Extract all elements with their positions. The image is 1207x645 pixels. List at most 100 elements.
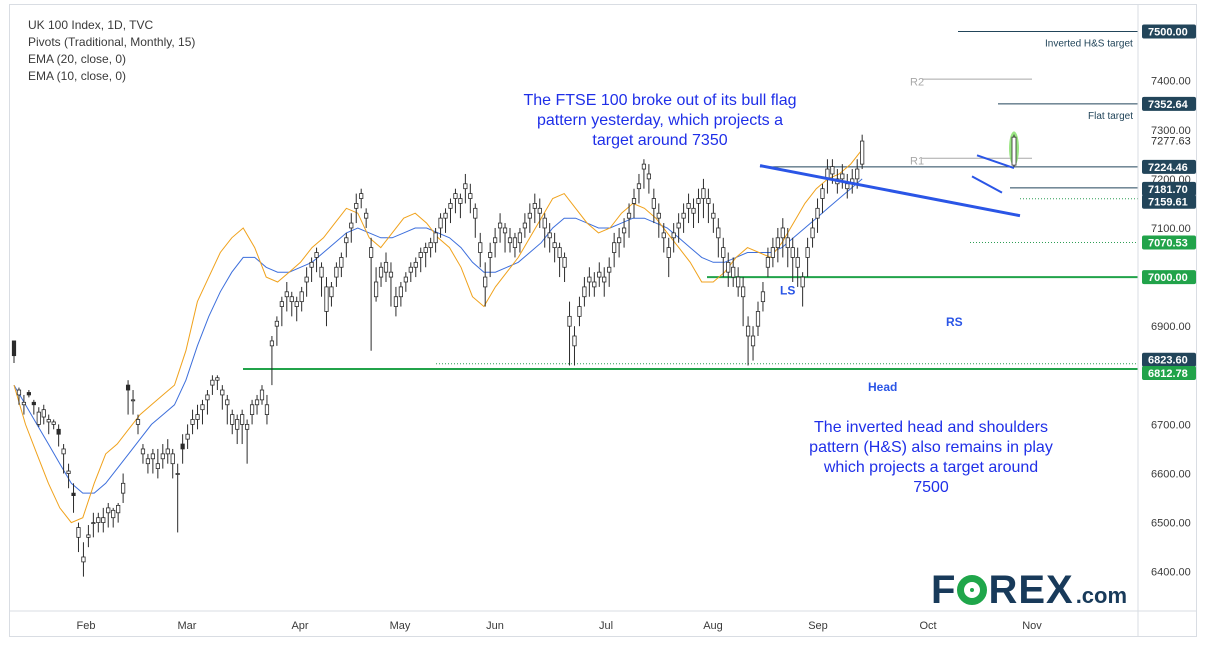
price-badge bbox=[1142, 270, 1196, 285]
candle-body bbox=[701, 188, 706, 199]
candle-body bbox=[106, 507, 111, 514]
candle-body bbox=[299, 291, 304, 303]
candle-body bbox=[135, 419, 141, 425]
price-badge-label: 7000.00 bbox=[1148, 272, 1188, 284]
candle-body bbox=[309, 261, 314, 268]
candle-body bbox=[468, 193, 473, 199]
price-badge bbox=[1142, 159, 1196, 174]
candle-body bbox=[378, 266, 384, 278]
candle-body bbox=[840, 173, 845, 180]
pattern-label-rs: RS bbox=[946, 315, 963, 329]
candle-body bbox=[448, 203, 453, 209]
candle-body bbox=[507, 237, 513, 244]
hs-annotation: The inverted head and shoulders pattern … bbox=[809, 419, 1053, 496]
candle-body bbox=[641, 163, 647, 170]
candle-body bbox=[855, 168, 860, 180]
candle-body bbox=[165, 448, 170, 455]
candle-body bbox=[651, 198, 656, 209]
candle-body bbox=[160, 453, 165, 460]
candle-body bbox=[795, 257, 800, 268]
logo-text-com: .com bbox=[1075, 583, 1128, 608]
candle-body bbox=[388, 271, 394, 278]
level-label-flat-target: Flat target bbox=[1088, 111, 1133, 122]
x-tick-label: Aug bbox=[703, 620, 723, 632]
y-tick-label: 7300.00 bbox=[1151, 125, 1191, 137]
y-tick-label: 7100.00 bbox=[1151, 223, 1191, 235]
candle-body bbox=[557, 247, 562, 258]
candle-body bbox=[453, 193, 458, 199]
x-tick-label: Oct bbox=[919, 620, 936, 632]
y-tick-label: 6700.00 bbox=[1151, 419, 1191, 431]
candle-body bbox=[671, 232, 676, 239]
candle-body bbox=[423, 247, 428, 253]
candle-body bbox=[666, 247, 671, 258]
candle-body bbox=[785, 237, 790, 249]
price-badge-label: 6823.60 bbox=[1148, 355, 1188, 367]
candle-body bbox=[656, 212, 661, 219]
candle-body bbox=[319, 266, 324, 278]
candle-body bbox=[736, 276, 741, 288]
candle-body bbox=[770, 247, 775, 258]
candle-body bbox=[621, 227, 627, 234]
price-chart[interactable]: LS Head RS Inverted H&S target Flat target R2… bbox=[10, 5, 1196, 636]
candle-body bbox=[111, 509, 116, 519]
candle-body bbox=[760, 291, 766, 303]
price-badge-label: 7224.46 bbox=[1148, 162, 1188, 174]
candle-body bbox=[483, 276, 488, 288]
candle-body bbox=[170, 453, 175, 465]
breakout-candle-body bbox=[1011, 136, 1017, 166]
candle-body bbox=[180, 443, 185, 450]
candle-body bbox=[626, 212, 632, 219]
candle-body bbox=[274, 320, 279, 327]
candle-body bbox=[46, 419, 51, 423]
candle-body bbox=[780, 227, 785, 239]
candle-body bbox=[359, 193, 364, 199]
candle-body bbox=[646, 173, 651, 180]
candle-body bbox=[71, 492, 76, 497]
x-tick-label: Jul bbox=[599, 620, 613, 632]
candle-body bbox=[433, 232, 438, 244]
x-tick-label: May bbox=[390, 620, 411, 632]
ema10-line bbox=[13, 149, 863, 524]
candle-body bbox=[26, 392, 31, 396]
candle-body bbox=[542, 217, 547, 229]
candle-body bbox=[175, 473, 180, 475]
candle-body bbox=[845, 183, 850, 190]
candle-body bbox=[755, 311, 761, 327]
candle-body bbox=[51, 421, 56, 425]
x-tick-label: Feb bbox=[77, 620, 96, 632]
candle-body bbox=[354, 203, 359, 209]
candle-body bbox=[602, 276, 607, 283]
x-tick-label: Nov bbox=[1022, 620, 1042, 632]
level-label-r2: R2 bbox=[910, 77, 924, 89]
candle-body bbox=[205, 394, 210, 401]
candle-body bbox=[800, 276, 805, 288]
candle-body bbox=[393, 296, 399, 307]
candle-body bbox=[91, 522, 96, 525]
candle-body bbox=[636, 183, 642, 190]
candle-body bbox=[225, 399, 230, 406]
candle-body bbox=[349, 222, 354, 229]
candle-body bbox=[681, 212, 686, 219]
candle-body bbox=[537, 207, 542, 214]
candle-body bbox=[284, 291, 289, 298]
candle-body bbox=[572, 335, 577, 347]
candle-body bbox=[269, 340, 275, 347]
candle-body bbox=[527, 212, 532, 219]
candle-body bbox=[741, 286, 746, 298]
candle-body bbox=[279, 301, 284, 307]
candle-body bbox=[289, 296, 294, 303]
candle-body bbox=[195, 414, 200, 420]
candle-body bbox=[517, 232, 523, 244]
candle-body bbox=[324, 286, 329, 312]
candle-body bbox=[334, 266, 339, 278]
flag-annotation: The FTSE 100 broke out of its bull flag … bbox=[523, 92, 797, 149]
candle-body bbox=[587, 276, 592, 283]
candle-body bbox=[220, 389, 225, 396]
descending-trendline bbox=[759, 164, 1021, 218]
candle-body bbox=[567, 315, 572, 327]
candle-body bbox=[259, 389, 265, 401]
price-badge bbox=[1142, 352, 1196, 367]
chart-frame: LS Head RS Inverted H&S target Flat target R2… bbox=[9, 4, 1197, 637]
candle-body bbox=[403, 276, 408, 283]
